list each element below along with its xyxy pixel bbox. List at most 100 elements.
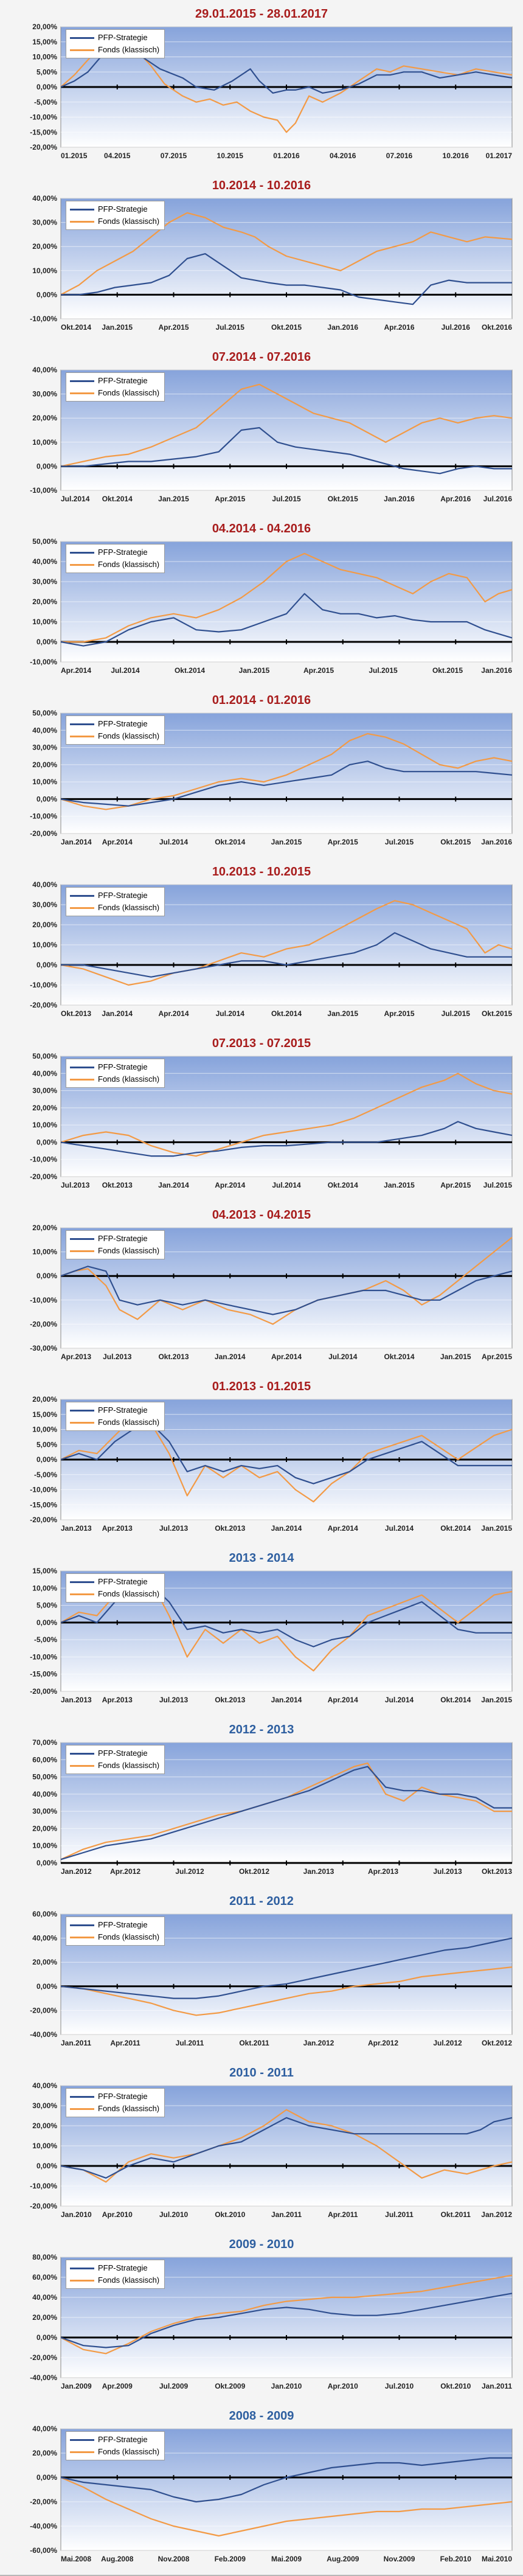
chart-title: 2011 - 2012 [229,1895,294,1908]
strategy-series-line [61,253,512,305]
x-tick-label: Apr.2010 [102,2210,133,2219]
chart-plot: 70,00% 60,00% 50,00% 40,00% 30,00% 20,00% 10,0… [32,1738,513,1876]
x-tick-label: Jan.2011 [271,2210,302,2219]
legend-swatch [70,392,94,394]
x-tick-label: 04.2016 [330,151,356,160]
x-tick-label: Apr.2009 [102,2382,133,2390]
legend-item-strategy: PFP-Strategie [70,1061,159,1073]
chart-panel: 04.2014 - 04.2016 50,00% 40,00% 30,00% 20,00… [0,515,523,688]
y-tick-label: 40,00% [32,1069,57,1077]
y-tick-label: 10,00% [32,1842,57,1850]
y-tick-label: 30,00% [32,2101,57,2110]
x-tick-label: Apr.2014 [328,1696,358,1704]
legend-swatch [70,1421,94,1424]
x-tick-label: Jul.2013 [159,1524,189,1533]
y-tick-label: -5,00% [34,1471,57,1479]
legend-item-fund: Fonds (klassisch) [70,1416,159,1429]
y-tick-label: 10,00% [32,1248,57,1256]
legend-label: PFP-Strategie [98,1749,148,1758]
strategy-series-line [60,1937,513,1999]
chart-legend: PFP-Strategie Fonds (klassisch) [66,1402,165,1431]
chart-plot: 40,00% 30,00% 20,00% 10,00% 0,00% -10,00% -20,… [30,880,513,1018]
fund-series-line [60,900,513,986]
y-tick-label: 20,00% [32,1395,57,1404]
y-tick-label: 30,00% [32,218,57,227]
x-tick-label: Jul.2013 [103,1352,132,1361]
y-tick-label: 30,00% [32,577,57,586]
legend-item-strategy: PFP-Strategie [70,375,159,387]
x-tick-label: Jan.2013 [303,1867,334,1876]
y-tick-label: 40,00% [32,1790,57,1798]
chart-title: 01.2013 - 01.2015 [212,1380,311,1393]
chart-panel: 04.2013 - 04.2015 20,00% 10,00% 0,00% -10,00… [0,1201,523,1374]
x-tick-label: Apr.2013 [102,1696,133,1704]
y-tick-label: -10,00% [30,1296,57,1304]
x-tick-label: Jan.2011 [482,2382,512,2390]
y-tick-label: -30,00% [30,1344,57,1352]
legend-swatch [70,380,94,382]
legend-label: Fonds (klassisch) [98,903,160,912]
chart-panel: 2008 - 2009 40,00% 20,00% 0,00% -20,00% -40,0… [0,2402,523,2576]
x-tick-label: Apr.2014 [158,1009,189,1018]
x-tick-label: Jan.2015 [481,1696,512,1704]
plot-area [60,1570,513,1692]
x-tick-label: Okt.2016 [482,323,512,332]
strategy-series-line [60,593,513,647]
x-tick-label: Okt.2015 [271,323,302,332]
x-tick-label: Jul.2014 [385,1524,414,1533]
x-tick-label: Nov.2009 [384,2555,415,2563]
y-tick-label: 80,00% [32,2253,57,2261]
y-tick-label: 20,00% [32,2313,57,2322]
y-tick-label: 10,00% [32,941,57,949]
legend-swatch [70,1238,94,1240]
y-tick-label: 10,00% [32,53,57,61]
strategy-series-line [60,761,513,807]
chart-panel: 2010 - 2011 40,00% 30,00% 20,00% 10,00% 0,00%… [0,2059,523,2232]
legend-swatch [70,1250,94,1252]
legend-label: PFP-Strategie [98,2435,148,2444]
x-tick-label: Jan.2015 [158,495,189,503]
x-tick-label: Jul.2016 [442,323,471,332]
y-tick-label: -20,00% [30,2006,57,2014]
y-tick-label: -15,00% [30,128,57,136]
y-tick-label: 0,00% [36,2333,57,2342]
x-tick-label: 04.2015 [104,151,131,160]
y-tick-label: 5,00% [36,1440,57,1449]
legend-item-fund: Fonds (klassisch) [70,1245,159,1257]
y-tick-label: 5,00% [36,68,57,76]
x-tick-label: Okt.2015 [328,495,358,503]
fund-series-line [60,2476,513,2537]
y-tick-label: 20,00% [32,1824,57,1833]
chart-plot: 60,00% 40,00% 20,00% 0,00% -20,00% -40,00% Jan… [30,1910,513,2047]
legend-label: Fonds (klassisch) [98,1589,160,1598]
x-tick-label: Okt.2013 [215,1696,245,1704]
chart-title: 01.2014 - 01.2016 [212,694,311,707]
x-tick-label: Apr.2011 [110,2039,140,2047]
y-tick-label: -20,00% [30,2353,57,2362]
x-tick-label: Okt.2014 [328,1181,358,1189]
chart-plot: 40,00% 20,00% 0,00% -20,00% -40,00% -60,00% Ma… [30,2425,513,2563]
y-tick-label: 0,00% [36,638,57,646]
legend-swatch [70,1078,94,1081]
chart-title: 07.2014 - 07.2016 [212,350,311,364]
chart-plot: 15,00% 10,00% 5,00% 0,00% -5,00% -10,00% -15,0… [30,1567,513,1704]
chart-plot: 40,00% 30,00% 20,00% 10,00% 0,00% -10,00% -20,… [30,2081,513,2219]
y-tick-label: -20,00% [30,1001,57,1009]
x-tick-label: Jul.2015 [272,495,301,503]
chart-plot: 50,00% 40,00% 30,00% 20,00% 10,00% 0,00% -10,0… [30,537,513,675]
x-tick-label: 01.2016 [273,151,300,160]
y-tick-label: -40,00% [30,2373,57,2382]
y-tick-label: -10,00% [30,315,57,323]
chart-legend: PFP-Strategie Fonds (klassisch) [66,1916,165,1946]
chart-title: 10.2013 - 10.2015 [212,865,311,879]
fund-series-line [60,1236,513,1325]
x-tick-label: Apr.2014 [215,1181,245,1189]
y-tick-label: 60,00% [32,1910,57,1918]
chart-panel: 01.2013 - 01.2015 20,00% 15,00% 10,00% 5,00%… [0,1373,523,1545]
y-tick-label: -20,00% [30,1172,57,1181]
x-tick-label: Jan.2014 [271,1696,302,1704]
x-tick-label: Apr.2011 [328,2210,358,2219]
legend-label: PFP-Strategie [98,2092,148,2101]
x-tick-label: Apr.2015 [384,1009,414,1018]
y-tick-label: 0,00% [36,1859,57,1867]
